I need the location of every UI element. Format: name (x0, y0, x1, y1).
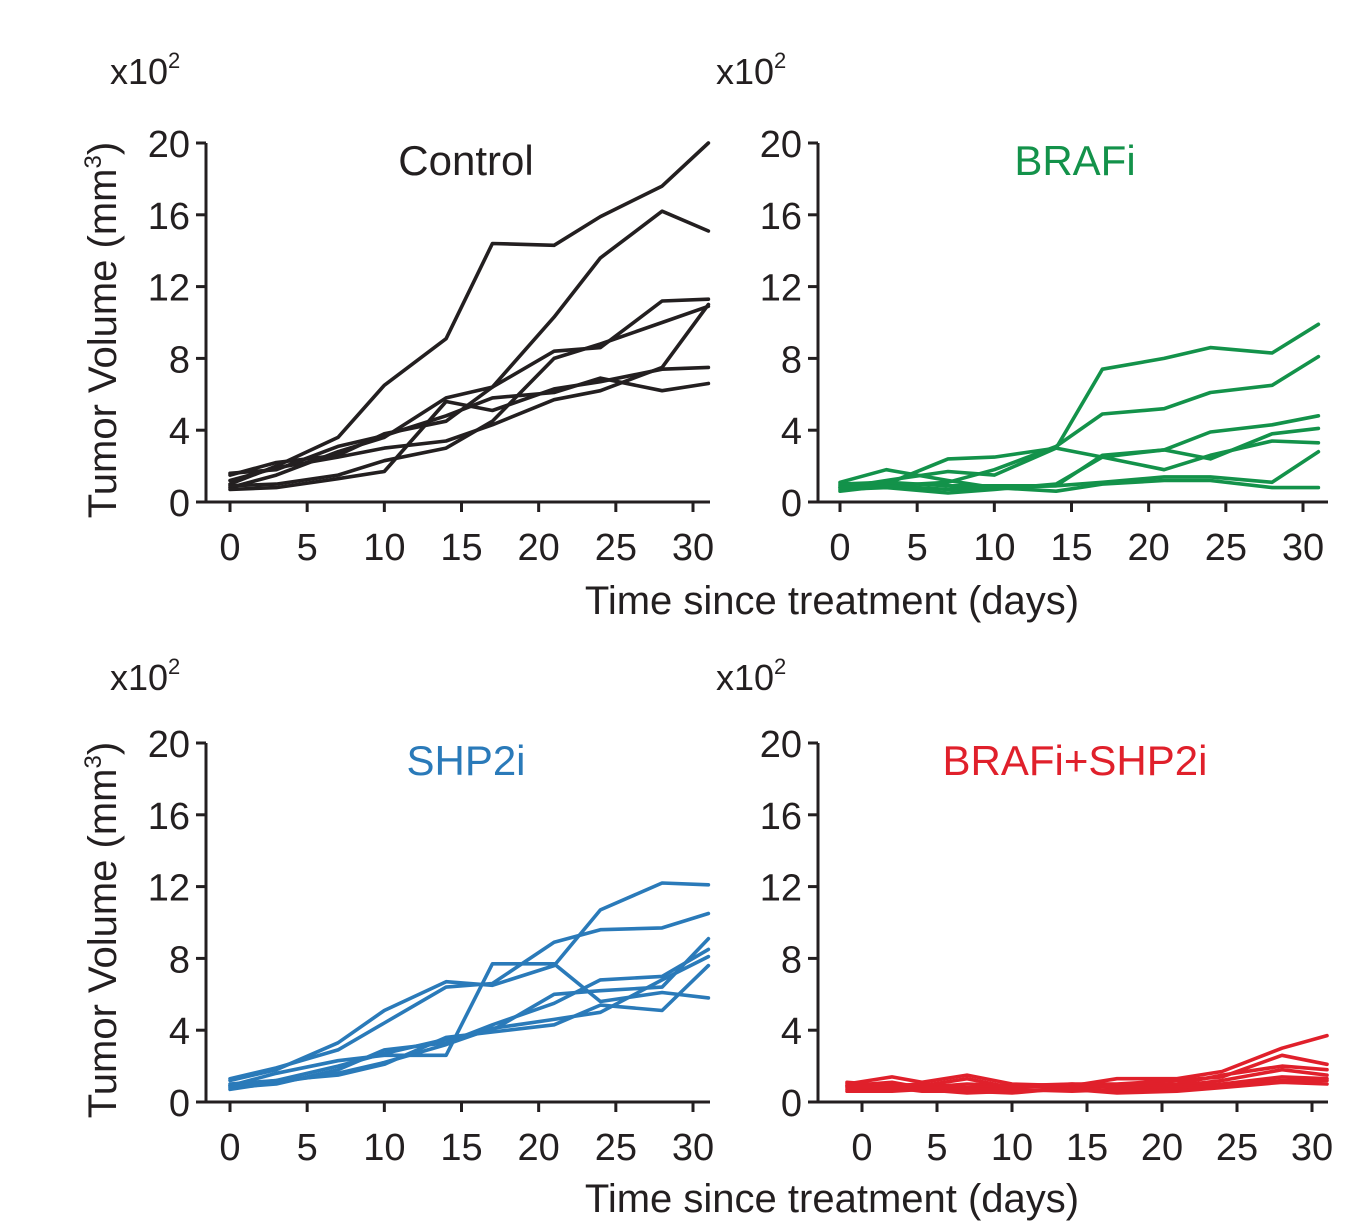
y-tick-label: 4 (781, 411, 802, 453)
y-axis-label-top: Tumor Volume (mm3) (80, 142, 125, 518)
x-tick-label: 30 (672, 527, 714, 569)
x-tick-label: 25 (595, 527, 637, 569)
y-axis-multiplier: x102 (716, 654, 786, 698)
x-tick-label: 10 (973, 527, 1015, 569)
x-tick-label: 10 (991, 1127, 1033, 1169)
panel-shp2i: 0 4 8 12 16 20 0 5 10 15 20 25 30 x102 SHP2i (110, 654, 714, 1169)
y-tick-label: 4 (781, 1011, 802, 1053)
x-tick-label: 5 (297, 527, 318, 569)
x-axis-label-bottom: Time since treatment (days) (585, 1177, 1079, 1221)
x-tick-label: 15 (1050, 527, 1092, 569)
x-tick-label: 20 (518, 1127, 560, 1169)
series-line-1 (228, 881, 711, 1083)
y-tick-label: 0 (781, 483, 802, 525)
x-tick-label: 30 (1291, 1127, 1333, 1169)
x-tick-label: 20 (1128, 527, 1170, 569)
y-tick-label: 20 (760, 724, 802, 766)
panel-title: BRAFi (1014, 137, 1135, 184)
series-line-1 (845, 1033, 1329, 1088)
x-tick-label: 30 (1282, 527, 1324, 569)
y-tick-label: 12 (148, 868, 190, 910)
y-axis-multiplier: x102 (716, 48, 786, 92)
y-axis-label-bottom: Tumor Volume (mm3) (80, 742, 125, 1118)
y-tick-label: 4 (169, 411, 190, 453)
y-tick-label: 4 (169, 1011, 190, 1053)
x-tick-label: 5 (297, 1127, 318, 1169)
panel-title: BRAFi+SHP2i (943, 737, 1208, 784)
x-tick-label: 30 (672, 1127, 714, 1169)
series-line-7 (845, 1080, 1329, 1095)
panel-control: 0 4 8 12 16 20 0 5 10 15 20 25 30 x102 Control (110, 48, 714, 569)
x-tick-label: 25 (1205, 527, 1247, 569)
series-line-7 (838, 478, 1321, 494)
y-tick-label: 16 (760, 796, 802, 838)
y-tick-label: 0 (781, 1083, 802, 1125)
x-tick-label: 25 (595, 1127, 637, 1169)
series-line-7 (228, 376, 711, 476)
x-tick-label: 0 (219, 527, 240, 569)
y-tick-label: 8 (169, 939, 190, 981)
y-tick-label: 20 (148, 724, 190, 766)
y-tick-label: 12 (148, 268, 190, 310)
x-tick-label: 0 (851, 1127, 872, 1169)
y-tick-label: 16 (148, 196, 190, 238)
y-axis-multiplier: x102 (110, 654, 180, 698)
series-line-1 (228, 141, 711, 486)
series-line-1 (838, 322, 1321, 490)
series-line-7 (228, 963, 711, 1088)
panel-brafi: 0 4 8 12 16 20 0 5 10 15 20 25 30 x102 BRAFi (716, 48, 1328, 569)
series-line-2 (228, 209, 711, 490)
y-tick-label: 16 (760, 196, 802, 238)
y-tick-label: 20 (760, 124, 802, 166)
x-tick-label: 0 (219, 1127, 240, 1169)
y-tick-label: 8 (781, 939, 802, 981)
x-tick-label: 10 (363, 527, 405, 569)
x-tick-label: 15 (440, 527, 482, 569)
y-tick-label: 20 (148, 124, 190, 166)
y-tick-label: 0 (169, 1083, 190, 1125)
x-tick-label: 5 (907, 527, 928, 569)
series-line-6 (838, 449, 1321, 488)
y-tick-label: 12 (760, 868, 802, 910)
x-tick-label: 10 (363, 1127, 405, 1169)
panel-title: Control (398, 137, 533, 184)
x-tick-label: 15 (440, 1127, 482, 1169)
series-line-2 (228, 911, 711, 1081)
y-tick-label: 8 (169, 339, 190, 381)
x-axis-label-top: Time since treatment (days) (585, 579, 1079, 623)
x-tick-label: 0 (829, 527, 850, 569)
x-tick-label: 20 (518, 527, 560, 569)
x-tick-label: 5 (926, 1127, 947, 1169)
y-tick-label: 12 (760, 268, 802, 310)
x-tick-label: 20 (1141, 1127, 1183, 1169)
series-line-4 (845, 1067, 1329, 1090)
x-tick-label: 15 (1066, 1127, 1108, 1169)
x-tick-label: 25 (1216, 1127, 1258, 1169)
series-line-6 (228, 302, 711, 483)
panel-brafi-shp2i: 0 4 8 12 16 20 0 5 10 15 20 25 30 x102 BRAFi+SHP2i (716, 654, 1333, 1169)
series-line-3 (838, 413, 1321, 488)
y-tick-label: 8 (781, 339, 802, 381)
panel-title: SHP2i (406, 737, 525, 784)
series-line-5 (838, 439, 1321, 495)
y-axis-multiplier: x102 (110, 48, 180, 92)
y-tick-label: 16 (148, 796, 190, 838)
y-tick-label: 0 (169, 483, 190, 525)
